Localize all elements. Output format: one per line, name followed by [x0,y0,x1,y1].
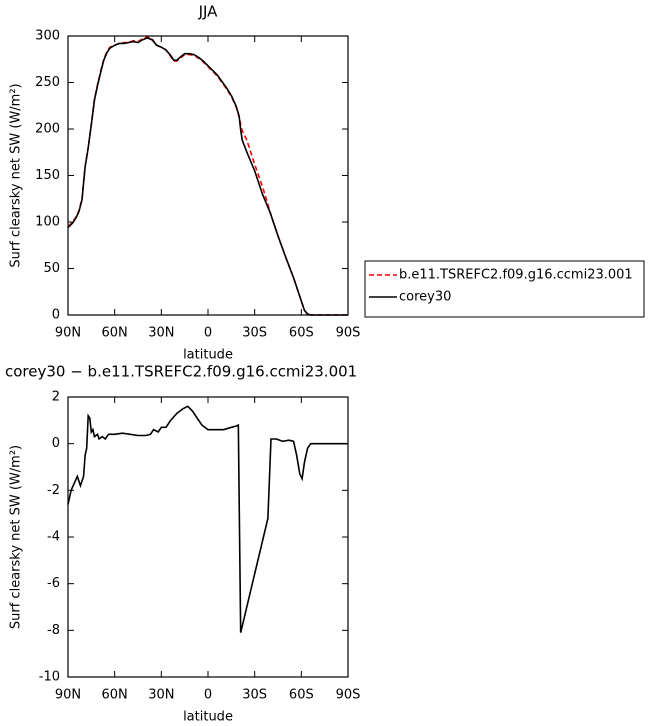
x-tick-label: 30N [148,326,174,341]
x-tick-label: 60N [102,326,128,341]
y-tick-label: -2 [47,483,60,498]
plot-frame [67,35,349,316]
data-line [67,36,348,316]
y-tick-label: -8 [47,623,60,638]
y-tick-label: 2 [52,390,60,405]
x-axis-label: latitude [183,710,233,725]
y-tick-label: 200 [35,122,60,137]
data-line [67,405,348,633]
legend: b.e11.TSREFC2.f09.g16.ccmi23.001 corey30 [364,260,645,318]
x-tick-label: 90S [336,326,361,341]
y-tick-label: -10 [39,670,60,685]
y-tick-label: -6 [47,576,60,591]
y-tick-label: -4 [47,530,60,545]
y-tick-label: 300 [35,29,60,44]
x-tick-label: 90N [55,688,81,703]
x-tick-label: 90S [336,688,361,703]
data-line [67,36,348,316]
y-tick-label: 50 [43,261,60,276]
chart-title: JJA [198,3,219,21]
x-tick-label: 0 [204,326,212,341]
legend-label: b.e11.TSREFC2.f09.g16.ccmi23.001 [399,268,633,283]
legend-box [364,260,645,318]
y-tick-label: 250 [35,75,60,90]
x-tick-label: 30S [242,326,267,341]
y-tick-label: 150 [35,168,60,183]
x-tick-label: 60N [102,688,128,703]
legend-label: corey30 [399,290,451,305]
x-tick-label: 30N [148,688,174,703]
y-tick-label: 100 [35,215,60,230]
x-tick-label: 30S [242,688,267,703]
plot-frame [67,396,349,678]
x-axis-label: latitude [183,348,233,363]
y-tick-label: 0 [52,308,60,323]
y-axis-label: Surf clearsky net SW (W/m²) [9,445,24,629]
chart-title: corey30 − b.e11.TSREFC2.f09.g16.ccmi23.0… [5,363,357,381]
x-tick-label: 90N [55,326,81,341]
y-axis-label: Surf clearsky net SW (W/m²) [9,83,24,267]
x-tick-label: 60S [289,326,314,341]
x-tick-label: 60S [289,688,314,703]
y-tick-label: 0 [52,436,60,451]
x-tick-label: 0 [204,688,212,703]
